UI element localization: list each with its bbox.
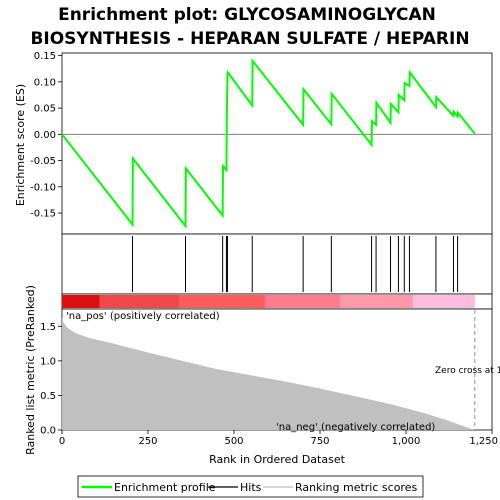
- chart-title-line1: Enrichment plot: GLYCOSAMINOGLYCAN: [58, 5, 436, 25]
- rank-x-tick-label: 1,000: [392, 436, 421, 447]
- rank-y-ticks: 0.0 0.5 1.0 1.5: [40, 322, 62, 437]
- es-y-tick-label: -0.10: [30, 182, 56, 193]
- rank-y-axis-label: Ranked list metric (PreRanked): [24, 285, 37, 455]
- es-y-tick-label: 0.00: [34, 130, 56, 141]
- rank-x-ticks: 0 250 500 750 1,000 1,250: [59, 430, 498, 447]
- heatbar-segment: [340, 295, 413, 308]
- rank-x-tick-label: 0: [59, 436, 65, 447]
- heatbar-segment: [264, 295, 341, 308]
- rank-y-tick-label: 0.0: [40, 426, 56, 437]
- rank-y-tick-label: 1.0: [40, 356, 56, 367]
- legend-ranking-label: Ranking metric scores: [295, 481, 417, 494]
- hits-panel: [61, 233, 493, 295]
- rank-y-tick-label: 0.5: [40, 391, 56, 402]
- es-y-ticks: -0.15 -0.10 -0.05 0.00 0.05 0.10 0.15: [30, 51, 62, 220]
- rank-x-tick-label: 1,250: [469, 436, 498, 447]
- es-y-tick-label: 0.05: [34, 104, 56, 115]
- heatbar-segments: [62, 295, 475, 308]
- es-panel: -0.15 -0.10 -0.05 0.00 0.05 0.10 0.15 Enrichme…: [14, 51, 493, 235]
- es-enrichment-profile-line: [61, 58, 476, 230]
- es-y-tick-label: -0.15: [30, 209, 56, 220]
- es-panel-frame: [61, 52, 493, 235]
- es-y-tick-label: -0.05: [30, 156, 56, 167]
- heatbar-segment: [99, 295, 179, 308]
- heatbar-segment: [178, 295, 265, 308]
- rank-x-tick-label: 250: [138, 436, 157, 447]
- zero-cross-label: Zero cross at 1: [435, 366, 500, 376]
- rank-metric-panel: 'na_pos' (positively correlated) 'na_neg…: [24, 285, 500, 466]
- es-y-tick-label: 0.10: [34, 77, 56, 88]
- hit-lines: [132, 236, 459, 292]
- legend-frame: [77, 475, 424, 498]
- legend: Enrichment profile Hits Ranking metric s…: [77, 475, 424, 498]
- heatbar-segment: [62, 295, 100, 308]
- heatbar-segment: [412, 295, 475, 308]
- ranking-metric-area: [62, 317, 475, 430]
- legend-enrichment-label: Enrichment profile: [114, 481, 216, 494]
- rank-y-tick-label: 1.5: [40, 322, 56, 333]
- neg-correlated-label: 'na_neg' (negatively correlated): [276, 422, 435, 433]
- rank-x-axis-label: Rank in Ordered Dataset: [209, 453, 346, 466]
- hits-panel-frame: [61, 233, 493, 295]
- legend-hits-label: Hits: [240, 481, 262, 494]
- es-y-tick-label: 0.15: [34, 51, 56, 62]
- pos-correlated-label: 'na_pos' (positively correlated): [66, 311, 220, 322]
- es-y-axis-label: Enrichment score (ES): [14, 84, 27, 206]
- rank-x-tick-label: 500: [224, 436, 243, 447]
- rank-x-tick-label: 750: [310, 436, 329, 447]
- rank-heatbar: [61, 293, 493, 310]
- chart-title-line2: BIOSYNTHESIS - HEPARAN SULFATE / HEPARIN: [30, 29, 469, 49]
